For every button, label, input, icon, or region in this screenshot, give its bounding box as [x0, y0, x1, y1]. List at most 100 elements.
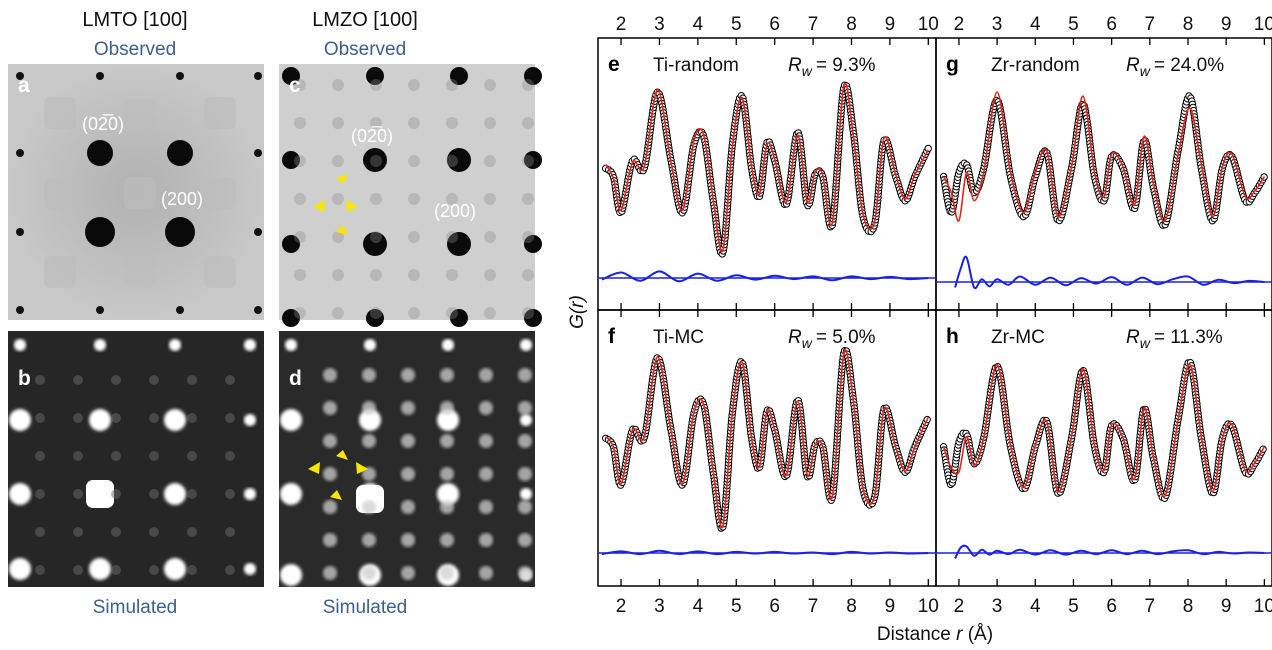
diffraction-spot	[524, 67, 542, 85]
simulated-spot	[437, 409, 459, 431]
simulated-satellite-spot	[440, 500, 454, 514]
diffraction-spot-small	[16, 228, 24, 236]
data-points-e	[602, 81, 932, 258]
x-tick-label: 9	[885, 596, 896, 617]
rw-value-h: Rw = 11.3%	[1126, 327, 1223, 351]
diffraction-spot-small	[16, 306, 24, 314]
simulated-diffuse-spot	[35, 527, 45, 537]
simulated-spot	[280, 564, 302, 586]
simulated-satellite-spot	[440, 368, 454, 382]
diffuse-spot	[484, 79, 496, 91]
diffuse-spot	[522, 193, 534, 205]
simulated-satellite-spot	[440, 566, 454, 580]
simulated-satellite-spot	[323, 467, 337, 481]
diffraction-panel-a: a (02̅0) (200)	[8, 64, 264, 320]
diffuse-spot	[294, 79, 306, 91]
diffuse-spot	[522, 231, 534, 243]
diffuse-spot	[332, 307, 344, 319]
simulated-diffuse-spot	[35, 451, 45, 461]
simulated-spot	[244, 414, 256, 426]
diffuse-spot	[522, 79, 534, 91]
diffraction-spot-small	[254, 228, 262, 236]
simulated-spot	[359, 409, 381, 431]
diffuse-spot	[484, 307, 496, 319]
simulated-diffuse-spot	[187, 489, 197, 499]
x-tick-label: 3	[992, 596, 1003, 617]
diffraction-spot-large	[85, 217, 115, 247]
simulated-spot	[520, 488, 532, 500]
simulated-satellite-spot	[362, 500, 376, 514]
panel-letter-d: d	[289, 367, 302, 390]
diffuse-spot	[408, 269, 420, 281]
simulated-diffuse-spot	[111, 413, 121, 423]
fit-curve-f	[605, 349, 930, 529]
simulated-satellite-spot	[362, 368, 376, 382]
simulated-diffuse-spot	[111, 565, 121, 575]
diffraction-spot-large	[165, 217, 195, 247]
diffuse-spot	[294, 193, 306, 205]
simulated-spot	[164, 409, 186, 431]
x-tick-label: 2	[954, 596, 965, 617]
simulated-spot	[520, 414, 532, 426]
simulated-diffuse-spot	[35, 375, 45, 385]
x-tick-label: 2	[954, 14, 965, 35]
diffuse-spot	[522, 307, 534, 319]
arrowheads-c	[313, 174, 358, 235]
diffuse-spot	[484, 117, 496, 129]
simulated-spot	[442, 339, 454, 351]
diffuse-spot	[370, 155, 382, 167]
simulated-diffuse-spot	[149, 527, 159, 537]
diffuse-square	[124, 177, 156, 209]
diffuse-spot	[294, 117, 306, 129]
simulated-satellite-spot	[479, 368, 493, 382]
simulated-spot	[285, 339, 297, 351]
simulated-satellite-spot	[518, 566, 532, 580]
diffraction-spot-small	[370, 153, 380, 163]
simulated-satellite-spot	[362, 401, 376, 415]
difference-curve-e	[601, 270, 929, 283]
simulated-satellite-spot	[518, 533, 532, 547]
simulated-satellite-spot	[323, 500, 337, 514]
data-points-f	[602, 347, 931, 532]
diffuse-spot	[408, 79, 420, 91]
diffraction-spot	[366, 309, 384, 327]
x-tick-label: 2	[616, 14, 627, 35]
diffuse-spot	[294, 307, 306, 319]
diffraction-spot-small	[176, 72, 184, 80]
diffuse-spot	[370, 79, 382, 91]
diffraction-spot	[282, 151, 300, 169]
simulated-diffuse-spot	[149, 413, 159, 423]
panel-letter-c: c	[289, 74, 301, 97]
difference-curve-f	[601, 549, 929, 556]
diffuse-spot	[294, 155, 306, 167]
difference-curve-g	[954, 255, 1265, 290]
simulated-satellite-spot	[518, 500, 532, 514]
diffraction-spot-small	[16, 149, 24, 157]
diffuse-spot	[294, 231, 306, 243]
simulated-satellite-spot	[440, 401, 454, 415]
x-tick-label: 4	[1030, 596, 1041, 617]
simulated-diffuse-spot	[111, 527, 121, 537]
simulated-diffuse-spot	[225, 565, 235, 575]
fit-curve-h	[942, 363, 1266, 498]
rw-value-g: Rw = 24.0%	[1126, 55, 1224, 79]
simulated-diffuse-spot	[35, 489, 45, 499]
simulated-diffuse-spot	[225, 413, 235, 423]
x-tick-label: 8	[846, 14, 857, 35]
diffraction-spot	[366, 67, 384, 85]
x-tick-label: 5	[1068, 596, 1079, 617]
simulated-spot	[520, 339, 532, 351]
simulated-diffuse-spot	[187, 527, 197, 537]
x-tick-label: 6	[769, 596, 780, 617]
simulated-diffuse-spot	[73, 527, 83, 537]
panel-letter-h: h	[946, 325, 959, 348]
simulated-satellite-spot	[401, 401, 415, 415]
x-tick-label: 7	[808, 596, 819, 617]
simulated-diffuse-spot	[149, 375, 159, 385]
simulated-diffuse-spot	[149, 489, 159, 499]
diffuse-square	[204, 256, 236, 288]
diffuse-spot	[332, 231, 344, 243]
simulated-satellite-spot	[518, 467, 532, 481]
panel-name-f: Ti-MC	[653, 327, 704, 348]
